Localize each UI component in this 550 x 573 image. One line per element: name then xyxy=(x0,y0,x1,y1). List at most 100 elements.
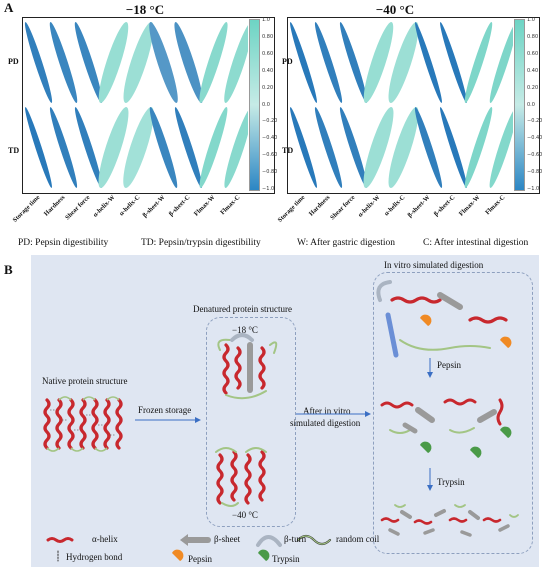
heatmap-cell-td-5 xyxy=(414,107,443,188)
heatmap-cell-pd-0 xyxy=(290,22,317,103)
pepsin-enzymes xyxy=(420,314,512,348)
colorbar-tick: 0.60 xyxy=(262,50,274,57)
colorbar-tick: 0.80 xyxy=(262,33,274,40)
column-label: β-sheet-W xyxy=(405,194,431,220)
abbr-c: C: After intestinal digestion xyxy=(423,238,529,248)
denatured-18 xyxy=(217,333,278,400)
column-label: α-helix-C xyxy=(382,194,406,218)
heatmap-cell-td-1 xyxy=(314,107,343,188)
structures-diagram xyxy=(43,280,519,562)
colorbar-tick: 0.0 xyxy=(527,101,535,108)
column-label: Hardness xyxy=(42,194,66,218)
colorbar-tick: 1.0 xyxy=(527,17,535,23)
column-label: Flmax-C xyxy=(483,194,506,217)
heatmap-cell-td-8 xyxy=(224,107,248,188)
colorbar-tick: 0.0 xyxy=(262,101,270,108)
chart2-row-pd: PD xyxy=(282,57,293,66)
colorbar-tick: 0.40 xyxy=(262,67,274,74)
digestion-fragments xyxy=(380,504,519,537)
column-label: β-sheet-C xyxy=(432,194,456,218)
panel-a-letter: A xyxy=(4,0,14,15)
heatmap-cell-pd-8 xyxy=(489,22,513,103)
heatmap-cell-pd-3 xyxy=(98,22,129,103)
heatmap-cell-td-3 xyxy=(98,107,129,188)
heatmap-cell-td-4 xyxy=(123,107,154,188)
heatmap-cell-td-0 xyxy=(290,107,317,188)
column-label: Flmax-W xyxy=(192,194,216,218)
native-loops xyxy=(46,396,120,452)
denatured-40 xyxy=(215,447,267,507)
heatmap-cell-pd-2 xyxy=(74,22,103,103)
heatmap-cell-pd-4 xyxy=(388,22,419,103)
after-label-2: simulated digestion xyxy=(290,418,361,428)
after-label-1: After in vitro xyxy=(303,406,351,416)
legend-trypsin: Trypsin xyxy=(272,554,300,564)
invitro-label: In vitro simulated digestion xyxy=(384,260,484,270)
denatured-label: Denatured protein structure xyxy=(193,304,292,314)
heatmap-cell-pd-6 xyxy=(174,22,203,103)
heatmap-cell-td-6 xyxy=(440,107,467,188)
denatured-box xyxy=(206,317,296,527)
heatmap-cell-td-2 xyxy=(339,107,368,188)
heatmap-cell-td-2 xyxy=(74,107,103,188)
legend-glyphs xyxy=(46,534,332,562)
heatmap-cell-pd-1 xyxy=(49,22,78,103)
native-helices xyxy=(43,398,123,450)
legend-turn: β-turn xyxy=(284,534,307,544)
colorbar-tick: −0.40 xyxy=(527,135,543,142)
heatmap-cell-pd-3 xyxy=(363,22,394,103)
heatmap-cell-pd-6 xyxy=(440,22,467,103)
panel-b-letter: B xyxy=(4,262,13,277)
colorbar-tick: 1.0 xyxy=(262,17,270,23)
heatmap-cell-td-0 xyxy=(25,107,52,188)
colorbar-tick: 0.40 xyxy=(527,67,539,74)
legend-pepsin: Pepsin xyxy=(188,554,213,564)
colorbar-tick: 0.80 xyxy=(527,33,539,40)
chart1-title: −18 °C xyxy=(125,2,165,17)
abbr-td: TD: Pepsin/trypsin digestibility xyxy=(141,238,261,248)
colorbar-tick: 0.20 xyxy=(527,84,539,91)
chart2-title: −40 °C xyxy=(375,2,415,17)
colorbar-tick: −0.20 xyxy=(262,118,278,125)
heatmap-cell-td-1 xyxy=(49,107,78,188)
heatmap-cell-pd-8 xyxy=(224,22,248,103)
heatmap-cell-td-5 xyxy=(149,107,178,188)
chart1-row-pd: PD xyxy=(8,57,19,66)
colorbar-tick: −1.0 xyxy=(262,186,275,192)
colorbar-tick: −0.40 xyxy=(262,135,278,142)
heatmap-cell-td-7 xyxy=(464,107,493,188)
legend-coil: random coil xyxy=(336,534,380,544)
heatmap-cell-td-3 xyxy=(363,107,394,188)
heatmap-cell-td-6 xyxy=(174,107,203,188)
column-label: α-helix-C xyxy=(117,194,141,218)
heatmap-cell-td-7 xyxy=(199,107,228,188)
legend-hbond: Hydrogen bond xyxy=(66,552,123,562)
heatmap-cell-pd-1 xyxy=(314,22,343,103)
column-label: Shear force xyxy=(328,194,356,222)
chart1-row-td: TD xyxy=(8,146,20,155)
column-label: Flmax-W xyxy=(457,194,481,218)
column-label: α-helix-W xyxy=(356,194,381,219)
column-label: Shear force xyxy=(63,194,91,222)
digestion-intact xyxy=(376,280,508,358)
colorbar-tick: −0.20 xyxy=(527,118,543,125)
frozen-label: Frozen storage xyxy=(138,405,192,415)
trypsin-enzymes xyxy=(420,426,512,458)
heatmap-cell-pd-4 xyxy=(123,22,154,103)
colorbar-tick: 0.20 xyxy=(262,84,274,91)
trypsin-step-label: Trypsin xyxy=(437,477,465,487)
colorbar-tick: −0.80 xyxy=(527,169,543,176)
chart2-colorbar xyxy=(514,19,525,191)
column-label: Flmax-C xyxy=(218,194,241,217)
heatmap-cell-pd-0 xyxy=(24,22,53,103)
temp-40-label: −40 °C xyxy=(232,510,258,520)
native-label: Native protein structure xyxy=(42,376,128,386)
digestion-peptides xyxy=(380,398,504,434)
temp-18-label: −18 °C xyxy=(232,325,258,335)
chart1-colorbar xyxy=(249,19,260,191)
colorbar-tick: 0.60 xyxy=(527,50,539,57)
column-label: α-helix-W xyxy=(91,194,116,219)
heatmap-cell-pd-7 xyxy=(199,22,228,103)
heatmap-cell-td-4 xyxy=(388,107,419,188)
column-label: Storage time xyxy=(276,194,306,224)
